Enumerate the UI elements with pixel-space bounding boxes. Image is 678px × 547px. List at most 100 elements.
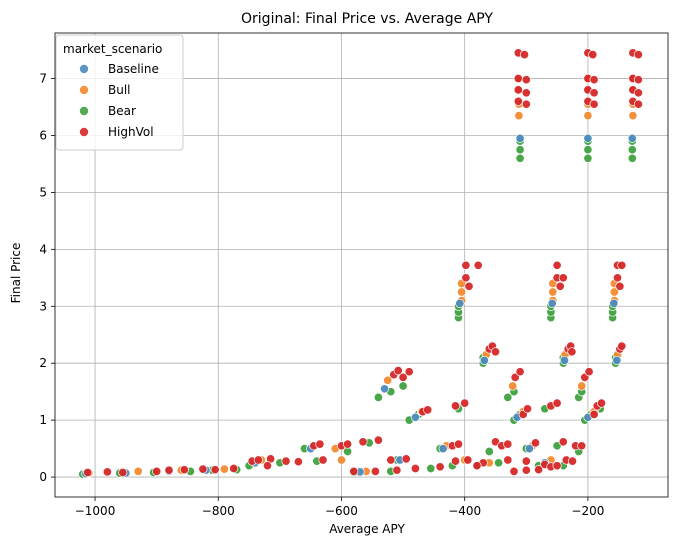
y-tick-label: 3	[39, 299, 47, 313]
data-point	[521, 456, 531, 466]
data-point	[627, 145, 637, 155]
data-point	[410, 463, 420, 474]
data-point	[179, 465, 189, 475]
data-point	[513, 96, 523, 106]
data-point	[373, 435, 383, 445]
plot-frame	[54, 32, 669, 498]
data-point	[118, 467, 128, 478]
data-points	[78, 48, 643, 479]
data-point	[589, 75, 599, 85]
data-point	[398, 372, 408, 382]
data-point	[398, 381, 408, 391]
data-point	[521, 88, 531, 98]
grid-lines	[55, 33, 668, 497]
series-highvol	[83, 48, 643, 478]
data-point	[503, 392, 513, 402]
legend-marker	[79, 127, 89, 137]
y-tick-label: 7	[39, 72, 47, 86]
data-point	[577, 441, 587, 451]
legend-label: HighVol	[108, 125, 154, 139]
data-point	[435, 462, 445, 472]
data-point	[589, 409, 599, 419]
data-point	[404, 367, 414, 377]
data-point	[514, 111, 524, 121]
data-point	[450, 401, 461, 411]
data-point	[423, 405, 433, 415]
data-point	[633, 99, 643, 109]
data-point	[494, 458, 504, 468]
data-point	[617, 341, 627, 351]
data-point	[552, 398, 562, 408]
data-point	[210, 465, 220, 475]
data-point	[589, 99, 599, 109]
data-point	[577, 381, 587, 391]
data-point	[588, 50, 598, 60]
data-point	[358, 437, 368, 447]
data-point	[370, 466, 380, 476]
legend-label: Bull	[108, 83, 131, 97]
y-tick-label: 4	[39, 242, 47, 256]
data-point	[438, 444, 448, 454]
data-point	[479, 355, 489, 365]
data-point	[410, 412, 420, 422]
legend-marker	[79, 64, 89, 74]
x-tick-label: −400	[448, 504, 481, 518]
data-point	[460, 398, 470, 408]
data-point	[336, 455, 347, 465]
data-point	[349, 466, 359, 476]
data-point	[484, 446, 494, 457]
data-point	[219, 464, 229, 474]
data-point	[293, 457, 303, 467]
data-point	[464, 281, 474, 291]
data-point	[463, 455, 473, 465]
data-point	[628, 111, 638, 121]
data-point	[473, 260, 483, 270]
data-point	[522, 404, 533, 414]
data-point	[558, 273, 568, 283]
data-point	[380, 384, 390, 394]
data-point	[627, 133, 637, 143]
data-point	[450, 456, 461, 466]
chart-title: Original: Final Price vs. Average APY	[241, 11, 493, 27]
data-point	[461, 260, 471, 270]
data-point	[503, 455, 513, 465]
data-point	[503, 439, 513, 449]
data-point	[555, 281, 565, 291]
y-tick-label: 0	[39, 470, 47, 484]
data-point	[490, 347, 501, 357]
data-point	[262, 461, 273, 471]
data-point	[401, 454, 411, 464]
data-point	[521, 99, 531, 109]
data-point	[508, 381, 518, 391]
data-point	[229, 463, 239, 474]
data-point	[589, 88, 599, 98]
data-point	[343, 439, 353, 449]
data-point	[567, 347, 577, 357]
data-point	[521, 75, 531, 85]
data-point	[524, 444, 534, 454]
data-point	[513, 85, 523, 95]
x-axis-label: Average APY	[329, 522, 405, 536]
data-point	[455, 298, 465, 308]
data-point	[583, 111, 593, 121]
data-point	[583, 145, 593, 155]
data-point	[612, 355, 622, 365]
data-point	[567, 456, 578, 466]
data-point	[102, 467, 112, 477]
data-point	[133, 466, 143, 476]
data-point	[521, 465, 531, 475]
data-point	[615, 281, 625, 291]
data-point	[552, 260, 562, 270]
data-point	[253, 455, 263, 465]
data-point	[392, 465, 402, 475]
legend-entries: Baseline Bull Bear HighVol	[79, 62, 159, 139]
y-axis-label: Final Price	[9, 243, 23, 304]
data-point	[152, 466, 162, 476]
data-point	[633, 75, 643, 85]
data-point	[633, 50, 643, 60]
data-point	[393, 366, 403, 376]
legend-marker	[79, 85, 89, 95]
y-tick-label: 6	[39, 128, 47, 142]
